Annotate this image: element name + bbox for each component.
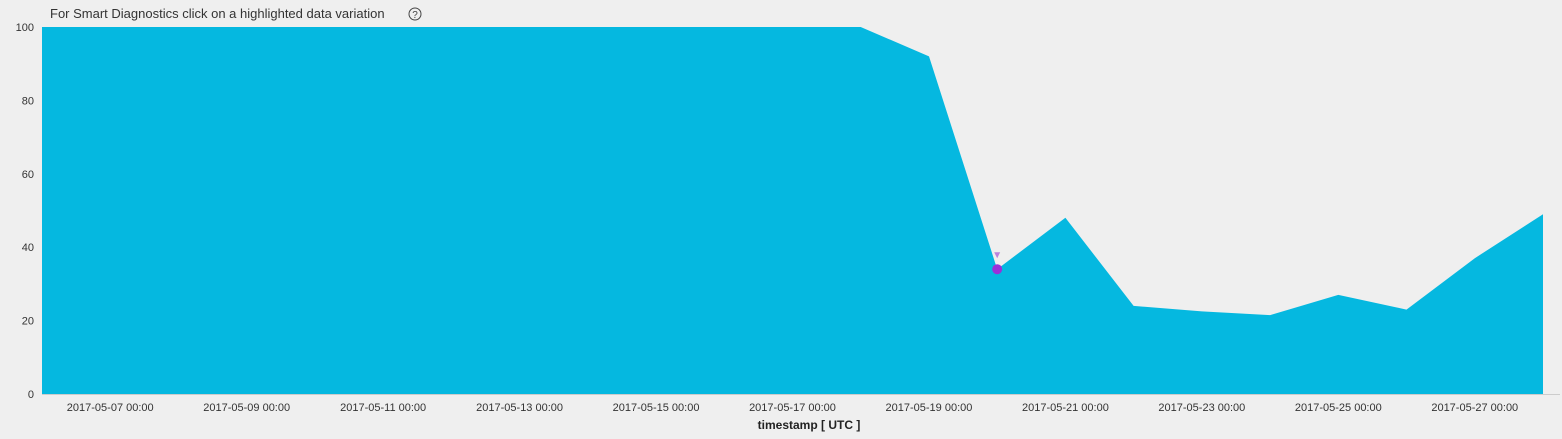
anomaly-arrow-icon [994, 252, 1001, 259]
x-tick-label: 2017-05-07 00:00 [67, 402, 154, 414]
help-glyph: ? [412, 10, 418, 21]
x-tick-label: 2017-05-25 00:00 [1295, 402, 1382, 414]
y-tick-label: 100 [16, 22, 34, 34]
x-tick-label: 2017-05-09 00:00 [203, 402, 290, 414]
y-tick-label: 0 [28, 389, 34, 401]
x-tick-label: 2017-05-15 00:00 [613, 402, 700, 414]
help-icon[interactable]: ? [408, 7, 422, 21]
plot-area [42, 27, 1543, 394]
x-tick-label: 2017-05-13 00:00 [476, 402, 563, 414]
x-axis-title: timestamp [ UTC ] [758, 418, 861, 432]
x-tick-label: 2017-05-21 00:00 [1022, 402, 1109, 414]
y-tick-label: 60 [22, 169, 34, 181]
y-tick-label: 40 [22, 242, 34, 254]
chart-header: For Smart Diagnostics click on a highlig… [50, 6, 422, 21]
y-tick-label: 80 [22, 95, 34, 107]
x-tick-label: 2017-05-27 00:00 [1431, 402, 1518, 414]
smart-diagnostics-hint: For Smart Diagnostics click on a highlig… [50, 6, 385, 21]
area-series [42, 27, 1543, 394]
axes: timestamp [ UTC ] 0 20 40 60 80 100 2017-05-07… [16, 22, 1560, 432]
x-tick-label: 2017-05-19 00:00 [886, 402, 973, 414]
x-tick-label: 2017-05-11 00:00 [340, 402, 426, 414]
y-tick-label: 20 [22, 316, 34, 328]
x-tick-label: 2017-05-17 00:00 [749, 402, 836, 414]
anomaly-point[interactable] [992, 264, 1003, 275]
x-tick-label: 2017-05-23 00:00 [1158, 402, 1245, 414]
anomaly-marker[interactable] [992, 252, 1003, 275]
